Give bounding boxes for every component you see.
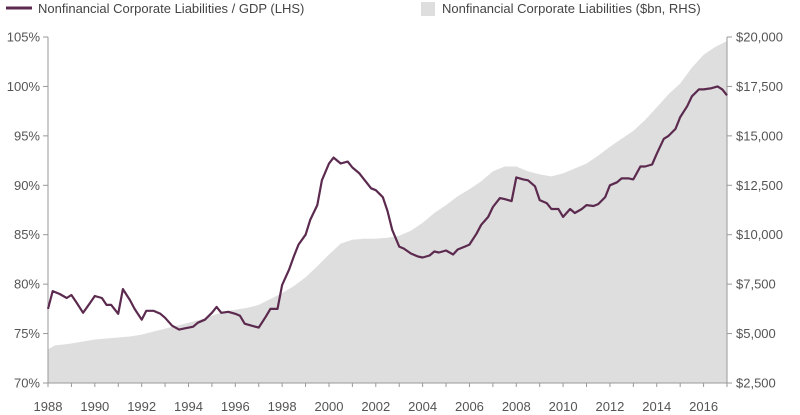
- line-series-ratio: [46, 85, 728, 331]
- left-tick-label: 100%: [7, 79, 41, 94]
- legend-label-ratio: Nonfinancial Corporate Liabilities / GDP…: [38, 1, 304, 16]
- left-tick-label: 85%: [14, 227, 40, 242]
- right-tick-label: $5,000: [736, 326, 776, 341]
- x-axis-ticks: 1988 1990 1992 1994 1996 1998 2000 2002 2004 2006…: [34, 383, 728, 414]
- right-tick-label: $2,500: [736, 376, 776, 391]
- x-tick-label: 2004: [408, 399, 437, 414]
- area-series: [48, 41, 727, 383]
- x-tick-label: 1994: [174, 399, 203, 414]
- legend-swatch-liabilities: [421, 2, 435, 16]
- right-tick-label: $15,000: [736, 128, 783, 143]
- x-tick-label: 2016: [689, 399, 718, 414]
- area-series-liabilities: [48, 41, 727, 383]
- x-tick-label: 1998: [268, 399, 297, 414]
- line-series: [46, 85, 728, 331]
- left-tick-label: 95%: [14, 128, 40, 143]
- x-tick-label: 2006: [455, 399, 484, 414]
- x-tick-label: 2000: [315, 399, 344, 414]
- legend-label-liabilities: Nonfinancial Corporate Liabilities ($bn,…: [442, 1, 701, 16]
- left-tick-label: 105%: [7, 30, 41, 45]
- x-tick-label: 2012: [595, 399, 624, 414]
- x-tick-label: 2002: [361, 399, 390, 414]
- x-tick-label: 1992: [127, 399, 156, 414]
- left-tick-label: 75%: [14, 326, 40, 341]
- legend: Nonfinancial Corporate Liabilities / GDP…: [6, 1, 701, 16]
- left-tick-label: 90%: [14, 178, 40, 193]
- x-tick-label: 1996: [221, 399, 250, 414]
- x-tick-label: 2014: [642, 399, 671, 414]
- right-tick-label: $17,500: [736, 79, 783, 94]
- x-tick-label: 1990: [80, 399, 109, 414]
- right-axis-ticks: $2,500 $5,000 $7,500 $10,000 $12,500 $15,000 $…: [727, 30, 783, 391]
- right-tick-label: $12,500: [736, 178, 783, 193]
- left-tick-label: 70%: [14, 376, 40, 391]
- x-tick-label: 2008: [502, 399, 531, 414]
- right-tick-label: $20,000: [736, 30, 783, 45]
- left-axis-ticks: 70% 75% 80% 85% 90% 95% 100% 105%: [7, 30, 48, 391]
- right-tick-label: $7,500: [736, 277, 776, 292]
- x-tick-label: 1988: [34, 399, 63, 414]
- left-tick-label: 80%: [14, 277, 40, 292]
- x-tick-label: 2010: [549, 399, 578, 414]
- right-tick-label: $10,000: [736, 227, 783, 242]
